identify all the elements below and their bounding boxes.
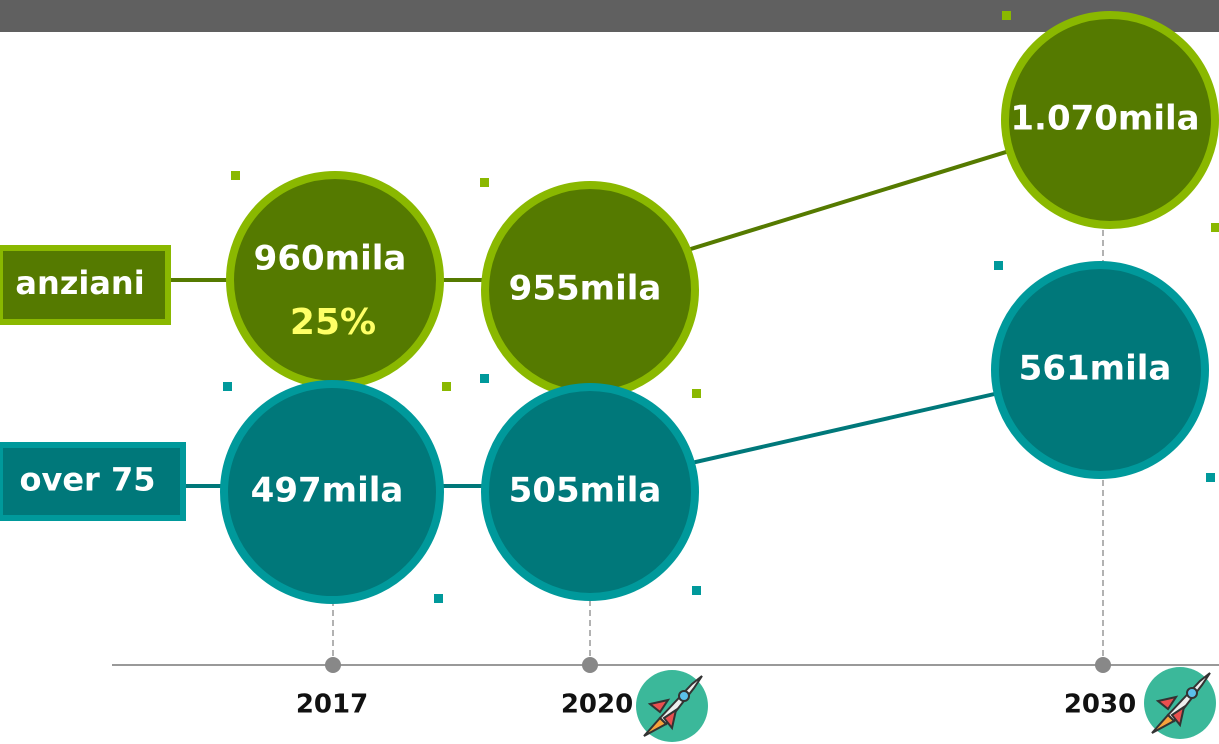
value-label: 505mila	[509, 471, 662, 511]
series-label: anziani	[15, 264, 144, 302]
rocket-flame	[643, 716, 668, 737]
dot	[692, 389, 701, 398]
value-circle	[481, 383, 699, 601]
dot	[1211, 223, 1219, 232]
axis-dot	[582, 657, 598, 673]
value-label: 561mila	[1019, 349, 1172, 389]
dot	[223, 382, 232, 391]
decorations	[223, 11, 1219, 603]
value-label: 960mila	[254, 239, 407, 279]
rocket-icon	[1144, 667, 1216, 739]
content: 2017 2020 2030 anziani 960mila 25% 955mila 1.07…	[0, 11, 1219, 742]
value-circle	[226, 171, 444, 389]
dot	[480, 374, 489, 383]
year-label: 2017	[296, 690, 368, 720]
dot	[434, 594, 443, 603]
axis-dot	[1095, 657, 1111, 673]
rocket-window	[1186, 687, 1198, 699]
rocket-fin	[647, 698, 678, 731]
rocket-window	[678, 690, 690, 702]
value-circle	[991, 261, 1209, 479]
rocket-fin	[1155, 695, 1186, 728]
rocket-icon	[636, 670, 708, 742]
year-label: 2020	[561, 690, 633, 720]
year-label: 2030	[1064, 690, 1136, 720]
rocket-flame	[1151, 713, 1176, 734]
value-label: 955mila	[509, 269, 662, 309]
dot	[231, 171, 240, 180]
axis-dot	[325, 657, 341, 673]
value-label: 1.070mila	[1010, 99, 1199, 139]
dot	[692, 586, 701, 595]
value-circle	[220, 380, 444, 604]
series-label: over 75	[20, 461, 156, 499]
dot	[442, 382, 451, 391]
share-label: 25%	[290, 302, 376, 343]
value-label: 497mila	[251, 471, 404, 511]
dot	[1002, 11, 1011, 20]
series-label-box	[0, 245, 171, 325]
series-label-box	[0, 442, 186, 521]
value-circle	[1001, 11, 1219, 229]
top-bar	[0, 0, 1219, 32]
dot	[994, 261, 1003, 270]
dot	[1206, 473, 1215, 482]
dot	[480, 178, 489, 187]
